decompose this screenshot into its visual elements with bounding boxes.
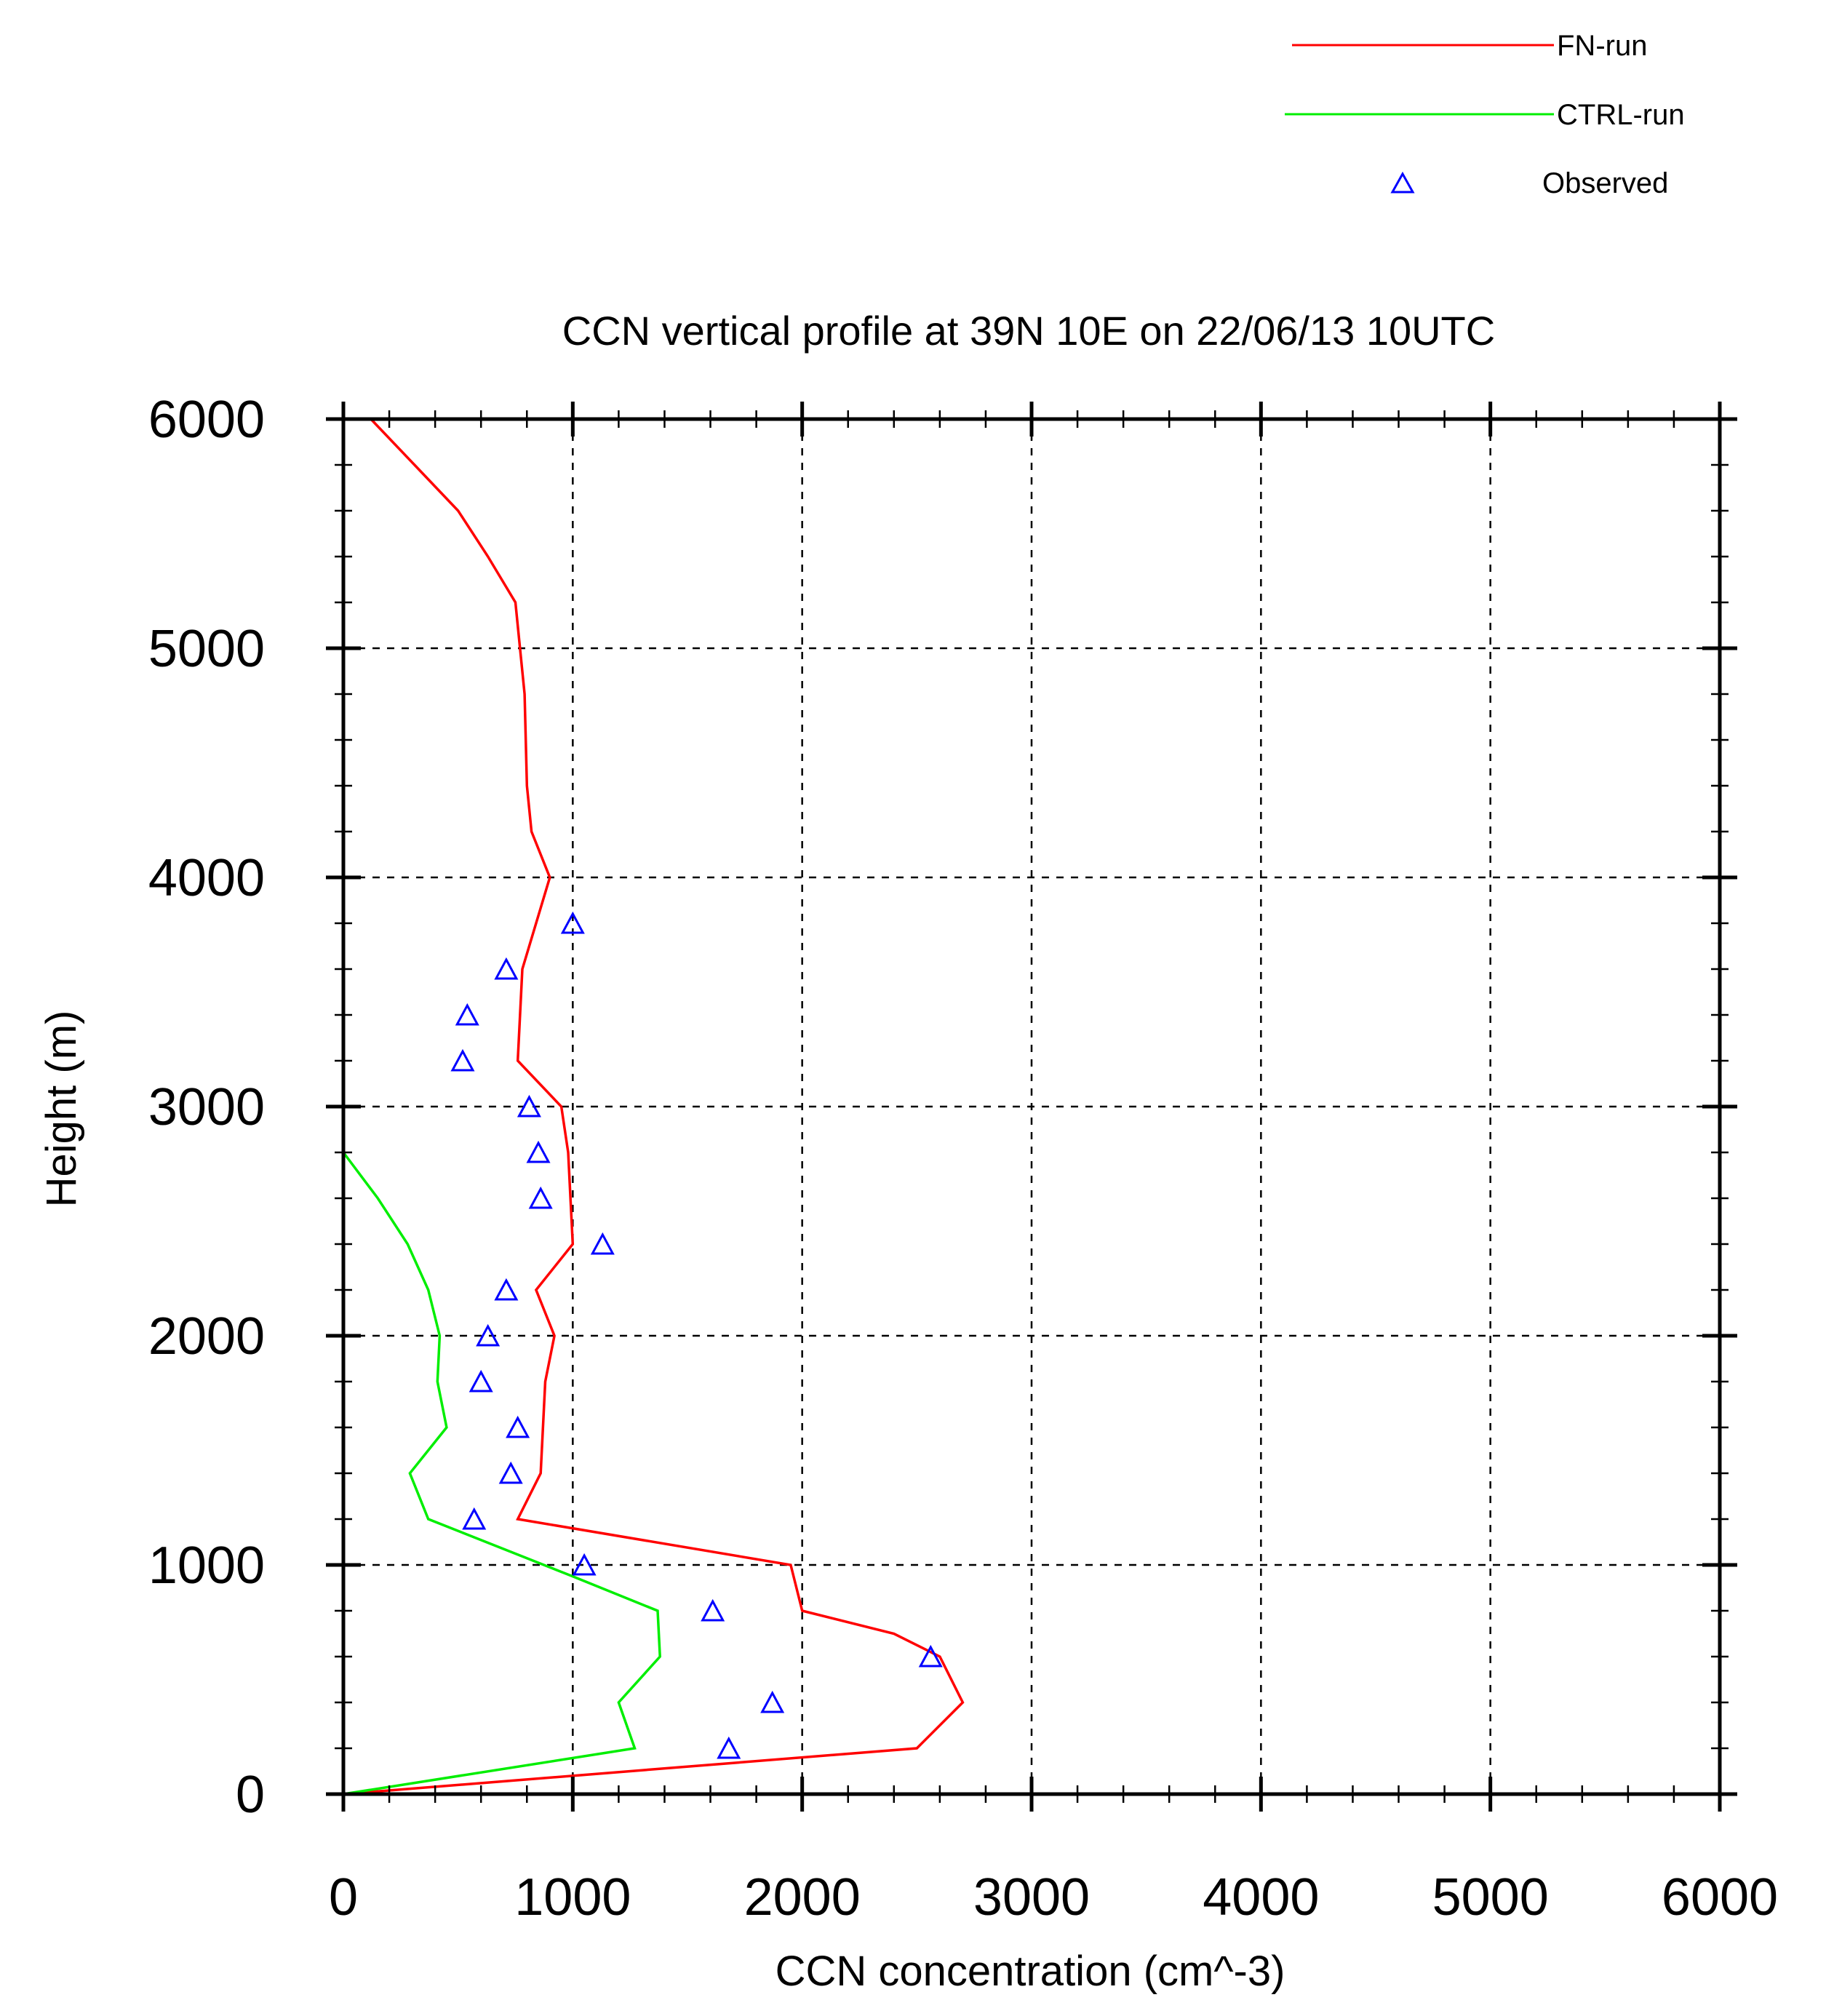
x-tick-label: 0 <box>329 1868 358 1927</box>
y-tick-label: 3000 <box>148 1078 265 1136</box>
y-tick-label: 1000 <box>148 1537 265 1595</box>
observed-marker <box>450 1048 475 1072</box>
x-axis-title: CCN concentration (cm^-3) <box>776 1948 1285 1995</box>
x-tick-label: 2000 <box>744 1868 861 1927</box>
observed-marker <box>701 1598 725 1622</box>
x-tick-label: 6000 <box>1662 1868 1778 1927</box>
observed-marker <box>506 1415 530 1438</box>
observed-marker <box>517 1094 541 1117</box>
chart-title: CCN vertical profile at 39N 10E on 22/06… <box>562 308 1495 354</box>
observed-marker <box>918 1644 943 1668</box>
observed-marker <box>476 1323 501 1347</box>
series-layer <box>342 418 965 1796</box>
observed-marker <box>494 957 519 980</box>
y-tick-label: 0 <box>236 1766 265 1824</box>
legend: FN-run CTRL-run Observed <box>1285 30 1685 199</box>
observed-marker <box>572 1553 597 1576</box>
observed-marker <box>455 1003 479 1026</box>
observed-marker <box>760 1690 785 1713</box>
observed-marker <box>494 1278 519 1301</box>
series-line-fn-run <box>343 418 965 1796</box>
observed-marker <box>717 1736 741 1759</box>
observed-marker <box>498 1461 523 1484</box>
legend-marker-observed <box>1390 171 1415 194</box>
observed-marker <box>528 1186 553 1209</box>
observed-marker <box>469 1369 493 1393</box>
legend-label-fn-run: FN-run <box>1557 30 1647 62</box>
series-line-ctrl-run <box>342 1151 661 1796</box>
legend-label-ctrl-run: CTRL-run <box>1557 99 1685 131</box>
y-tick-label: 6000 <box>148 391 265 449</box>
y-tick-label: 5000 <box>148 620 265 678</box>
observed-marker <box>560 911 585 934</box>
observed-marker <box>526 1140 551 1163</box>
y-tick-label: 2000 <box>148 1307 265 1366</box>
x-tick-label: 1000 <box>514 1868 631 1927</box>
y-tick-label: 4000 <box>148 849 265 907</box>
x-tick-label: 3000 <box>973 1868 1090 1927</box>
observed-marker <box>590 1232 615 1255</box>
x-tick-label: 5000 <box>1432 1868 1549 1927</box>
legend-label-observed: Observed <box>1542 167 1668 199</box>
grid-layer <box>343 419 1720 1794</box>
tick-layer: 0 1000 2000 3000 4000 5000 6000 0 1000 2000 3000 40… <box>148 391 1778 1927</box>
observed-marker <box>462 1507 487 1530</box>
y-axis-title: Height (m) <box>38 1011 85 1208</box>
x-tick-label: 4000 <box>1203 1868 1319 1927</box>
